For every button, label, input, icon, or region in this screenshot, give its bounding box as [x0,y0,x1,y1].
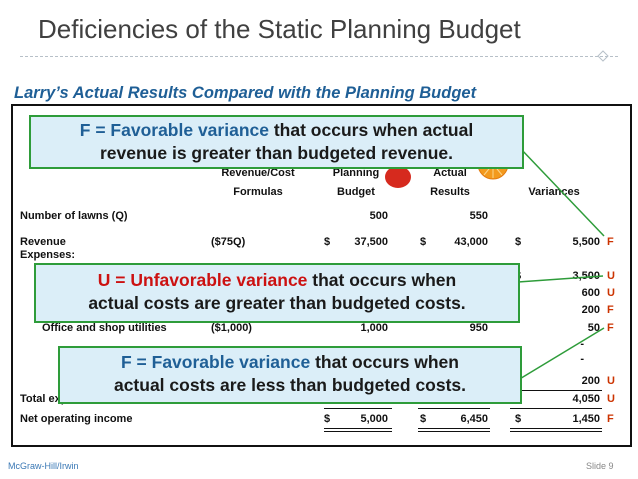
slide-title: Deficiencies of the Static Planning Budg… [38,14,521,44]
footer-publisher: McGraw-Hill/Irwin [8,461,79,471]
last-expense-variance: 200 [581,375,600,387]
last-expense-flag: U [607,375,615,387]
total-underline [510,390,602,391]
row-net-variance: 1,450 [572,413,600,425]
callout-unfavorable-keyword: U = Unfavorable variance [97,270,308,290]
header-planning-line2: Budget [337,186,375,198]
callout-unfavorable-line1: that occurs when [307,270,457,290]
header-actual-line1: Actual [433,167,467,179]
exp3-flag: F [607,304,614,316]
row-net-actual-cur: $ [420,413,427,425]
row-revenue-planning: 37,500 [354,236,388,248]
row-lawns-label: Number of lawns (Q) [20,210,128,222]
exp1-variance: 3,500 [572,270,600,282]
row-revenue-actual-cur: $ [420,236,427,248]
row-total-variance: 4,050 [572,393,600,405]
header-variances: Variances [528,186,580,198]
exp2-flag: U [607,287,615,299]
callout-favorable-revenue-line2: revenue is greater than budgeted revenue… [99,143,454,163]
row-office-label: Office and shop utilities [42,322,167,334]
callout-favorable-cost: F = Favorable variance that occurs when … [58,346,522,404]
row-lawns-actual: 550 [469,210,488,222]
row-net-actual: 6,450 [460,413,488,425]
exp2-variance: 600 [581,287,600,299]
row-total-flag: U [607,393,615,405]
row-revenue-variance-cur: $ [515,236,522,248]
dash-row-1: - [580,338,584,350]
row-net-variance-cur: $ [515,413,522,425]
row-revenue-variance: 5,500 [572,236,600,248]
row-office-flag: F [607,322,614,334]
row-revenue-formula: ($75Q) [211,236,246,248]
callout-favorable-revenue-keyword: F = Favorable variance [79,120,269,140]
header-actual-line2: Results [430,186,470,198]
expenses-label: Expenses: [20,249,76,261]
net-underline-planning [324,408,392,409]
diamond-accent-icon [597,50,609,62]
row-office-variance: 50 [587,322,600,334]
row-net-planning-cur: $ [324,413,331,425]
row-revenue-label: Revenue [20,236,66,248]
row-office-formula: ($1,000) [211,322,252,334]
callout-favorable-cost-line2: actual costs are less than budgeted cost… [113,375,467,395]
apple-icon [385,166,411,188]
callout-favorable-revenue-line1: that occurs when actual [268,120,474,140]
net-double-underline-planning [324,428,392,432]
row-lawns-planning: 500 [369,210,388,222]
net-underline-variance [510,408,602,409]
net-double-underline-actual [418,428,490,432]
slide-subtitle: Larry’s Actual Results Compared with the… [14,84,477,102]
net-underline-actual [418,408,490,409]
row-revenue-actual: 43,000 [454,236,488,248]
header-formulas-line2: Formulas [233,186,283,198]
row-office-actual: 950 [469,322,488,334]
header-formulas-line1: Revenue/Cost [221,167,295,179]
row-office-planning: 1,000 [360,322,388,334]
row-net-planning: 5,000 [360,413,388,425]
callout-favorable-cost-line1: that occurs when [310,352,459,372]
row-revenue-flag: F [607,236,614,248]
header-planning-line1: Planning [332,167,380,179]
row-net-label: Net operating income [20,413,133,425]
exp1-flag: U [607,270,615,282]
row-net-flag: F [607,413,614,425]
dash-row-2: - [580,353,584,365]
callout-favorable-revenue: F = Favorable variance that occurs when … [29,115,524,169]
callout-favorable-cost-keyword: F = Favorable variance [121,352,311,372]
net-double-underline-variance [510,428,602,432]
title-divider [20,56,618,57]
callout-unfavorable: U = Unfavorable variance that occurs whe… [34,263,520,323]
exp3-variance: 200 [581,304,600,316]
callout-unfavorable-line2: actual costs are greater than budgeted c… [88,293,466,313]
row-revenue-planning-cur: $ [324,236,331,248]
footer-slide-number: Slide 9 [586,461,614,471]
